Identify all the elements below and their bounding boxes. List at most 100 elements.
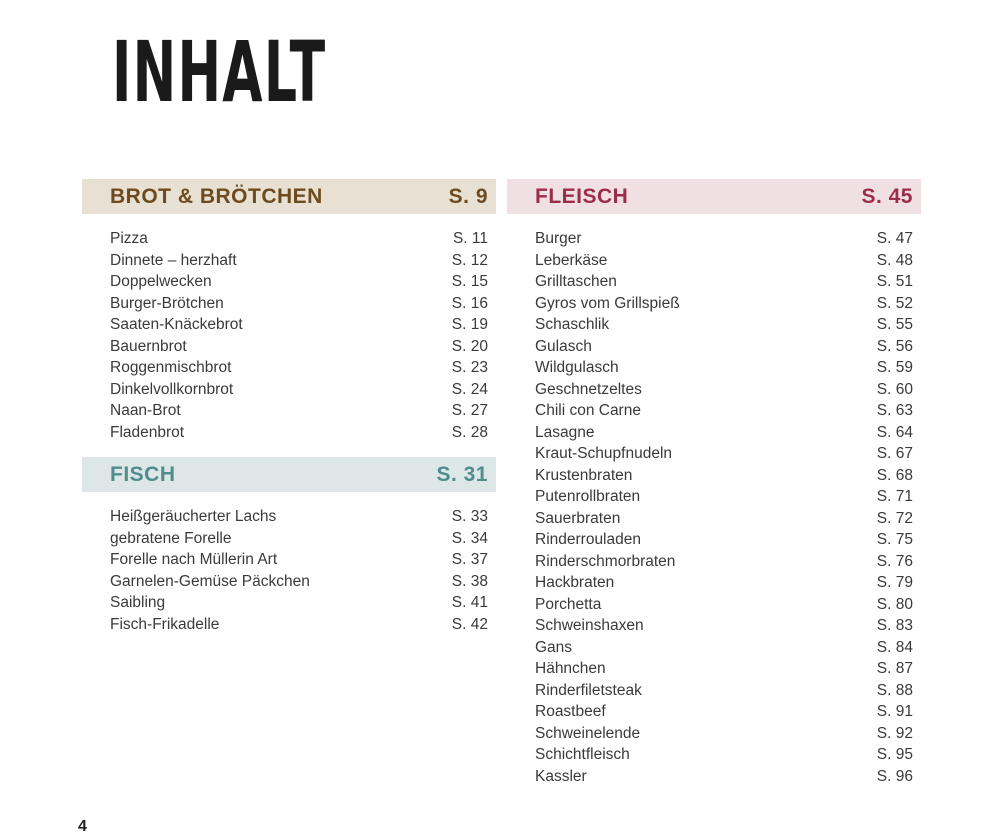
entry-page: S. 51	[876, 273, 913, 290]
entry-page: S. 64	[876, 423, 913, 441]
toc-entry[interactable]: Schweinshaxen S. 83	[535, 615, 913, 637]
toc-entry[interactable]: Kraut-Schupfnudeln S. 67	[535, 443, 913, 465]
entry-page: S. 68	[876, 466, 913, 484]
toc-entry[interactable]: Dinnete – herzhaft S. 12	[110, 250, 488, 272]
toc-entry[interactable]: Roggenmischbrot S. 23	[110, 357, 488, 379]
entry-name: Kassler	[535, 767, 587, 785]
entry-page: S. 59	[876, 359, 913, 376]
entry-page: S. 84	[876, 638, 913, 656]
toc-entry[interactable]: Rinderrouladen S. 75	[535, 529, 913, 551]
entry-name: Krustenbraten	[535, 466, 633, 484]
entry-page: S. 80	[876, 595, 913, 613]
entry-name: Leberkäse	[535, 251, 608, 269]
entry-name: Burger	[535, 230, 582, 247]
section-fisch: FISCH S. 31 Heißgeräucherter Lachs S. 33 g…	[82, 457, 496, 635]
toc-entry[interactable]: Pizza S. 11	[110, 228, 488, 250]
toc-entry[interactable]: Naan-Brot S. 27	[110, 400, 488, 422]
entry-page: S. 24	[451, 380, 488, 398]
toc-entry[interactable]: Chili con Carne S. 63	[535, 400, 913, 422]
toc-entry[interactable]: Rinderfiletsteak S. 88	[535, 680, 913, 702]
entry-name: Schweinelende	[535, 724, 641, 742]
toc-entry[interactable]: Schichtfleisch S. 95	[535, 744, 913, 766]
page-title: INHALT	[112, 23, 327, 121]
toc-entry[interactable]: Wildgulasch S. 59	[535, 357, 913, 379]
entry-name: Geschnetzeltes	[535, 380, 642, 398]
toc-entry[interactable]: Roastbeef S. 91	[535, 701, 913, 723]
entry-page: S. 34	[451, 529, 488, 547]
toc-entry[interactable]: Putenrollbraten S. 71	[535, 486, 913, 508]
toc-entry[interactable]: Bauernbrot S. 20	[110, 336, 488, 358]
section-fleisch: FLEISCH S. 45 Burger S. 47 Leberkäse S. 48 G…	[507, 179, 921, 787]
entry-page: S. 67	[876, 445, 913, 462]
entry-name: Schichtfleisch	[535, 746, 630, 763]
section-header[interactable]: FLEISCH S. 45	[507, 179, 921, 214]
entry-page: S. 16	[451, 294, 488, 312]
toc-entry[interactable]: Saaten-Knäckebrot S. 19	[110, 314, 488, 336]
toc-entry[interactable]: Garnelen-Gemüse Päckchen S. 38	[110, 571, 488, 593]
toc-entry[interactable]: Kassler S. 96	[535, 766, 913, 788]
entry-name: Hackbraten	[535, 574, 615, 591]
entry-name: Lasagne	[535, 423, 595, 441]
toc-entry[interactable]: Hackbraten S. 79	[535, 572, 913, 594]
toc-entry[interactable]: Hähnchen S. 87	[535, 658, 913, 680]
entry-name: Kraut-Schupfnudeln	[535, 445, 673, 462]
entry-page: S. 87	[876, 660, 913, 677]
toc-entry[interactable]: Dinkelvollkornbrot S. 24	[110, 379, 488, 401]
toc-entry[interactable]: Schweinelende S. 92	[535, 723, 913, 745]
toc-entry[interactable]: Grilltaschen S. 51	[535, 271, 913, 293]
toc-entry[interactable]: Saibling S. 41	[110, 592, 488, 614]
entry-name: Saibling	[110, 594, 166, 611]
toc-entry[interactable]: Geschnetzeltes S. 60	[535, 379, 913, 401]
toc-entry[interactable]: Gyros vom Grillspieß S. 52	[535, 293, 913, 315]
toc-entry[interactable]: Leberkäse S. 48	[535, 250, 913, 272]
entry-name: Burger-Brötchen	[110, 294, 224, 312]
section-header[interactable]: BROT & BRÖTCHEN S. 9	[82, 179, 496, 214]
entry-name: Gulasch	[535, 337, 592, 355]
toc-entry[interactable]: Forelle nach Müllerin Art S. 37	[110, 549, 488, 571]
section-title: FISCH	[110, 462, 176, 486]
toc-entry[interactable]: Lasagne S. 64	[535, 422, 913, 444]
entry-name: Schweinshaxen	[535, 617, 644, 634]
entry-page: S. 75	[876, 531, 913, 548]
entry-page: S. 11	[452, 230, 488, 247]
section-page: S. 9	[448, 184, 488, 208]
section-header[interactable]: FISCH S. 31	[82, 457, 496, 492]
entry-page: S. 72	[876, 509, 913, 527]
toc-entry[interactable]: gebratene Forelle S. 34	[110, 528, 488, 550]
toc-entry[interactable]: Burger S. 47	[535, 228, 913, 250]
entry-page: S. 47	[876, 230, 913, 247]
toc-entry[interactable]: Burger-Brötchen S. 16	[110, 293, 488, 315]
toc-entry[interactable]: Schaschlik S. 55	[535, 314, 913, 336]
toc-entry[interactable]: Sauerbraten S. 72	[535, 508, 913, 530]
entry-name: Saaten-Knäckebrot	[110, 316, 243, 333]
toc-entry[interactable]: Gulasch S. 56	[535, 336, 913, 358]
toc-entry[interactable]: Fladenbrot S. 28	[110, 422, 488, 444]
toc-entry[interactable]: Krustenbraten S. 68	[535, 465, 913, 487]
entry-page: S. 52	[876, 294, 913, 312]
toc-entry[interactable]: Fisch-Frikadelle S. 42	[110, 614, 488, 636]
entry-page: S. 27	[451, 402, 488, 419]
toc-entry[interactable]: Gans S. 84	[535, 637, 913, 659]
entry-page: S. 12	[451, 251, 488, 269]
entry-page: S. 48	[876, 251, 913, 269]
entry-name: Fisch-Frikadelle	[110, 615, 220, 633]
entry-name: Bauernbrot	[110, 337, 187, 355]
entry-name: Pizza	[110, 230, 148, 247]
entry-page: S. 76	[876, 552, 913, 570]
entry-page: S. 96	[876, 767, 913, 785]
entry-page: S. 38	[451, 572, 488, 590]
entry-name: Heißgeräucherter Lachs	[110, 508, 277, 525]
entry-name: Rinderrouladen	[535, 531, 641, 548]
toc-entry[interactable]: Doppelwecken S. 15	[110, 271, 488, 293]
toc-entry[interactable]: Rinderschmorbraten S. 76	[535, 551, 913, 573]
entry-page: S. 88	[876, 681, 913, 699]
entry-page: S. 33	[451, 508, 488, 525]
entry-name: Gyros vom Grillspieß	[535, 294, 680, 312]
toc-entry[interactable]: Heißgeräucherter Lachs S. 33	[110, 506, 488, 528]
page-number: 4	[78, 818, 87, 835]
toc-entry[interactable]: Porchetta S. 80	[535, 594, 913, 616]
entry-name: Rinderfiletsteak	[535, 681, 642, 699]
entry-name: Hähnchen	[535, 660, 606, 677]
entry-name: Doppelwecken	[110, 273, 212, 290]
entry-page: S. 19	[451, 316, 488, 333]
